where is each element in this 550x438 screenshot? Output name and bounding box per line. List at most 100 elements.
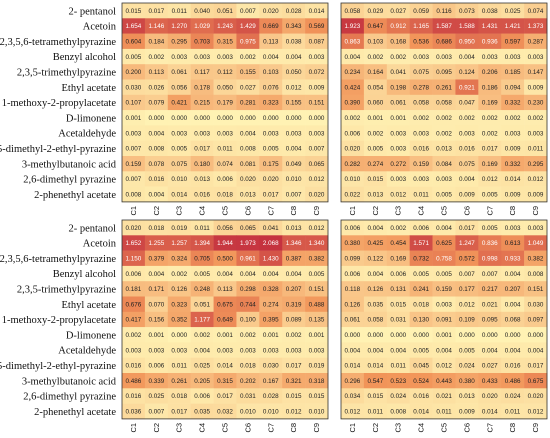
- cell-value: 0.007: [459, 271, 475, 278]
- heatmap-cell: [122, 342, 146, 358]
- cell-value: 0.117: [194, 69, 210, 76]
- heatmap-cell: [478, 94, 502, 111]
- heatmap-cell: [259, 250, 283, 267]
- heatmap-cell: [167, 296, 191, 313]
- cell-value: 0.099: [345, 255, 361, 262]
- heatmap-cell: [122, 64, 146, 80]
- heatmap-cell: [190, 64, 214, 80]
- cell-value: 0.003: [240, 347, 256, 354]
- heatmap-cell: [122, 79, 146, 96]
- heatmap-cell: [122, 3, 146, 19]
- heatmap-cell: [144, 48, 169, 65]
- cell-value: 0.058: [367, 317, 383, 324]
- cell-value: 0.126: [367, 286, 383, 293]
- cell-value: 0.049: [286, 161, 302, 168]
- heatmap-cell: [167, 3, 191, 19]
- cell-value: 0.147: [528, 69, 544, 76]
- heatmap-cell: [190, 373, 214, 389]
- cell-value: 1.431: [482, 23, 498, 30]
- cell-value: 0.004: [286, 271, 302, 278]
- heatmap-cell: [363, 388, 388, 404]
- heatmap-cell: [501, 110, 525, 126]
- cell-value: 0.002: [240, 54, 256, 61]
- row-label: 2- pentanol: [68, 223, 116, 234]
- cell-value: 0.068: [505, 317, 521, 324]
- heatmap-cell: [236, 140, 260, 157]
- heatmap-cell: [341, 171, 365, 187]
- cell-value: 0.000: [459, 332, 475, 339]
- heatmap-cell: [524, 110, 548, 126]
- cell-value: 0.004: [505, 301, 521, 308]
- cell-value: 0.167: [263, 378, 279, 385]
- column-label: C2: [371, 206, 380, 216]
- panel-border: [340, 219, 548, 420]
- heatmap-cell: [282, 373, 306, 389]
- cell-value: 0.343: [286, 23, 302, 30]
- cell-value: 0.008: [126, 191, 142, 198]
- cell-value: 0.151: [309, 100, 325, 107]
- cell-value: 0.005: [436, 191, 452, 198]
- cell-value: 1.571: [413, 240, 429, 247]
- cell-value: 0.032: [217, 408, 233, 415]
- cell-value: 0.008: [390, 408, 406, 415]
- cell-value: 0.016: [459, 146, 475, 153]
- cell-value: 0.002: [240, 332, 256, 339]
- cell-value: 0.159: [436, 286, 452, 293]
- cell-value: 0.020: [263, 176, 279, 183]
- cell-value: 0.100: [240, 317, 256, 324]
- row-label: 1-methoxy-2-propylacetate: [2, 98, 117, 109]
- cell-value: 0.054: [367, 84, 383, 91]
- cell-value: 0.011: [436, 408, 452, 415]
- heatmap-cell: [341, 403, 365, 420]
- heatmap-cell: [455, 296, 479, 313]
- cell-value: 0.004: [148, 191, 164, 198]
- cell-value: 0.021: [482, 301, 498, 308]
- row-label: D-limonene: [66, 330, 116, 341]
- column-label: C8: [508, 206, 517, 216]
- heatmap-cell: [259, 33, 283, 50]
- heatmap-cell: [167, 281, 191, 297]
- cell-value: 0.070: [148, 301, 164, 308]
- cell-value: 0.005: [482, 225, 498, 232]
- heatmap-cell: [455, 342, 479, 358]
- cell-value: 0.056: [217, 225, 233, 232]
- heatmap-cell: [341, 64, 365, 80]
- row-label: 2,6-dimethyl pyrazine: [23, 175, 116, 186]
- heatmap-cell: [259, 3, 283, 19]
- cell-value: 0.003: [263, 347, 279, 354]
- cell-value: 0.382: [528, 255, 544, 262]
- cell-value: 0.087: [309, 38, 325, 45]
- cell-value: 0.075: [459, 161, 475, 168]
- heatmap-cell: [190, 125, 214, 141]
- cell-value: 0.524: [413, 378, 429, 385]
- cell-value: 0.007: [126, 176, 142, 183]
- heatmap-cell: [409, 311, 433, 328]
- cell-value: 1.373: [528, 23, 544, 30]
- cell-value: 0.012: [286, 84, 302, 91]
- heatmap-cell: [282, 220, 306, 236]
- cell-value: 0.003: [126, 347, 142, 354]
- heatmap-cell: [455, 327, 479, 343]
- cell-value: 0.091: [436, 317, 452, 324]
- cell-value: 0.016: [413, 146, 429, 153]
- column-label: C7: [485, 423, 494, 433]
- heatmap-cell: [455, 171, 479, 187]
- cell-value: 0.095: [482, 317, 498, 324]
- heatmap-cell: [501, 33, 525, 50]
- cell-value: 0.274: [263, 301, 279, 308]
- heatmap-cell: [524, 125, 548, 141]
- cell-value: 0.000: [413, 332, 429, 339]
- cell-value: 0.155: [240, 69, 256, 76]
- heatmap-cell: [236, 357, 260, 374]
- cell-value: 0.065: [309, 161, 325, 168]
- heatmap-cell: [213, 18, 237, 34]
- cell-value: 0.097: [528, 317, 544, 324]
- cell-value: 0.003: [126, 130, 142, 137]
- heatmap-cell: [386, 403, 410, 420]
- cell-value: 0.547: [367, 378, 383, 385]
- cell-value: 0.004: [217, 271, 233, 278]
- cell-value: 0.089: [286, 317, 302, 324]
- cell-value: 0.035: [194, 408, 210, 415]
- heatmap-cell: [432, 235, 456, 251]
- heatmap-cell: [282, 281, 306, 297]
